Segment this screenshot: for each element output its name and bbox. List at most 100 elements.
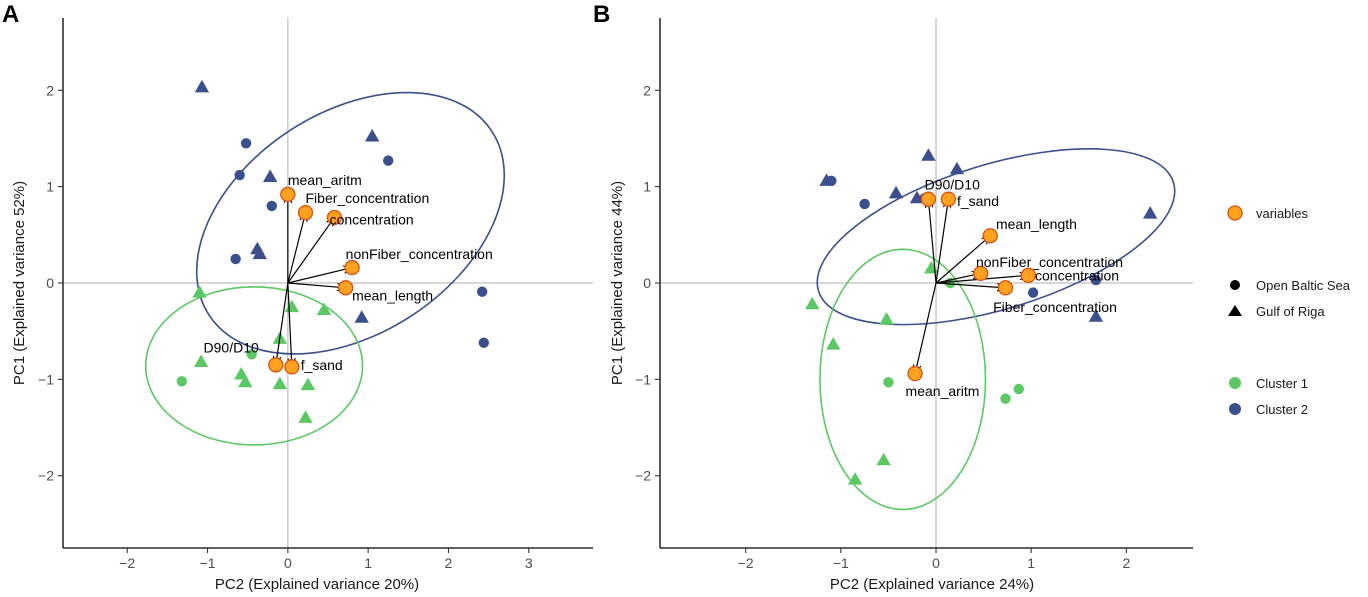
panel-b-variable-label-2: mean_length: [996, 216, 1077, 232]
panel-a-y-tick-label-4: 2: [46, 82, 54, 98]
panel-a-variable-label-2: concentration: [330, 211, 414, 227]
panel-b-point-circle-1: [826, 175, 837, 187]
panel-a-point-triangle-24: [298, 410, 313, 423]
panel-b-x-tick-label-0: −2: [738, 555, 754, 571]
panel-b-variable-label-3: nonFiber_concentration: [976, 254, 1123, 270]
panel-a-x-tick-label-4: 2: [445, 555, 453, 571]
panel-a-point-circle-23: [176, 376, 188, 387]
panel-a-x-tick-label-3: 1: [364, 555, 372, 571]
panel-a-arrow-4: [287, 282, 344, 288]
legend-cluster2-label: Cluster 2: [1256, 402, 1308, 417]
panel-b-variable-label-4: concentration: [1035, 267, 1119, 283]
legend-circle-marker: [1230, 280, 1240, 290]
panel-b-point-circle-17: [883, 377, 894, 388]
panel-b-point-circle-2: [859, 198, 870, 210]
panel-b-variable-marker-0: [920, 191, 937, 207]
panel-a-point-triangle-20: [238, 374, 253, 388]
panel-b-variable-label-1: f_sand: [957, 193, 999, 209]
panel-b-point-triangle-5: [921, 148, 936, 161]
panel-b-x-tick-label-1: −1: [833, 555, 849, 571]
panel-b-y-tick-label-3: 1: [643, 179, 651, 195]
panel-a-variable-marker-6: [284, 359, 300, 375]
panel-a-point-circle-2: [234, 169, 245, 181]
panel-b-variable-label-5: Fiber_concentration: [993, 299, 1117, 315]
panel-b-x-tick-label-3: 1: [1027, 555, 1035, 571]
panel-a-point-triangle-22: [300, 377, 316, 391]
panel-b-arrow-6: [915, 282, 937, 372]
panel-a-arrow-1: [287, 214, 305, 284]
panel-a-ellipse-cluster2: [195, 91, 506, 355]
panel-a-point-circle-9: [383, 155, 394, 166]
panel-a-arrow-2: [287, 219, 334, 284]
panel-a-point-circle-17: [246, 349, 257, 360]
panel-a-variable-label-6: f_sand: [301, 357, 343, 373]
panel-b-variable-marker-2: [982, 228, 998, 244]
panel-b-variable-marker-1: [940, 191, 957, 207]
panel-a-variable-label-3: nonFiber_concentration: [346, 246, 493, 262]
panel-a-y-tick-label-3: 1: [46, 179, 54, 195]
panel-b-letter: B: [593, 1, 610, 28]
panel-a-arrows: [276, 196, 351, 365]
legend: variables Open Baltic Sea Gulf of Riga C…: [1227, 205, 1351, 417]
panel-a-variables: mean_aritm Fiber_concentration concentrati…: [204, 172, 493, 375]
panel-b-arrow-3: [935, 274, 979, 284]
legend-variables-label: variables: [1256, 206, 1309, 221]
legend-variables-marker: [1227, 205, 1243, 221]
panel-b-point-triangle-15: [879, 312, 894, 325]
panel-b-point-circle-9: [1027, 287, 1039, 298]
legend-cluster1-label: Cluster 1: [1256, 376, 1308, 391]
panel-b-arrows: [915, 201, 1026, 372]
panel-a-arrow-5: [276, 282, 289, 363]
panel-b-variable-label-0: D90/D10: [925, 177, 980, 193]
panel-b-point-circle-10: [1090, 274, 1102, 286]
panel-b-variable-label-6: mean_aritm: [906, 383, 980, 399]
panel-b-axes: −2 −1 0 1 2 −2 −1 0 1 2: [635, 18, 1193, 571]
panel-a-variable-marker-2: [326, 209, 343, 226]
panel-a-point-circle-4: [266, 200, 277, 212]
panel-b-arrow-5: [935, 282, 1004, 288]
panel-a-variable-marker-4: [338, 280, 354, 296]
panel-a-point-triangle-18: [193, 354, 209, 368]
panel-b-point-triangle-8: [1142, 206, 1158, 219]
panel-b-arrow-2: [935, 237, 989, 284]
panel-a-point-triangle-8: [364, 129, 380, 142]
panel-b-points: [805, 148, 1158, 485]
panel-a-variable-label-4: mean_length: [352, 288, 433, 304]
panel-b-point-triangle-21: [847, 472, 863, 485]
panel-a-point-circle-1: [240, 138, 252, 149]
panel-b-point-triangle-6: [949, 161, 965, 175]
panel-a-x-axis-label: PC2 (Explained variance 20%): [215, 576, 419, 593]
panel-a-point-circle-12: [478, 337, 489, 348]
legend-gulf-riga-label: Gulf of Riga: [1256, 304, 1325, 319]
panel-b-point-triangle-11: [1088, 309, 1104, 322]
panel-a-y-axis-label: PC1 (Explained variance 52%): [11, 181, 28, 385]
panel-a-ellipse-cluster1: [144, 286, 364, 446]
panel-b-x-tick-label-2: 0: [932, 555, 940, 571]
panel-b-y-tick-label-1: −1: [635, 371, 651, 387]
panel-a-arrow-3: [287, 268, 351, 284]
panel-b-variable-marker-6: [907, 365, 923, 382]
panel-b-point-triangle-14: [805, 296, 820, 310]
legend-cluster2-marker: [1229, 403, 1241, 415]
panel-a-ellipses: [144, 91, 506, 446]
panel-a-variable-marker-1: [297, 205, 314, 221]
panel-a-point-triangle-6: [252, 246, 267, 260]
panel-a-point-triangle-3: [262, 169, 278, 182]
panel-a-y-tick-label-0: −2: [38, 468, 54, 484]
panel-b-point-triangle-3: [888, 185, 904, 199]
panel-a-points: [176, 79, 489, 423]
panel-b-arrow-0: [929, 201, 937, 284]
panel-b-point-triangle-16: [826, 337, 841, 350]
panel-b-ellipse-cluster1: [819, 248, 987, 511]
panel-a-variable-marker-0: [280, 186, 296, 202]
panel-a-variable-marker-5: [268, 357, 284, 373]
panel-a-point-circle-7: [230, 253, 241, 265]
panel-b-ellipses: [816, 148, 1176, 511]
panel-a-y-tick-label-1: −1: [38, 371, 54, 387]
panel-a-point-triangle-14: [316, 302, 332, 315]
panel-a-point-triangle-15: [284, 299, 300, 313]
panel-b-x-axis-label: PC2 (Explained variance 24%): [830, 576, 1034, 593]
panel-a-variable-label-0: mean_aritm: [288, 172, 362, 188]
